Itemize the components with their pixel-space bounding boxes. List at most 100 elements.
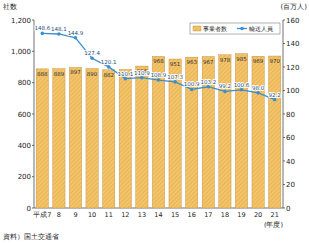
x-tick-label: 13 bbox=[138, 211, 146, 219]
bar bbox=[235, 54, 247, 208]
legend-swatch bbox=[193, 26, 201, 31]
y2-tick bbox=[283, 20, 285, 21]
bar-label: 888 bbox=[37, 71, 48, 77]
line-point bbox=[57, 32, 61, 36]
line-point bbox=[223, 90, 227, 94]
y-tick bbox=[32, 176, 34, 177]
y-tick-label: 600 bbox=[18, 111, 31, 119]
plot bbox=[36, 32, 281, 208]
line-point bbox=[240, 88, 244, 92]
source: 資料）国土交通省 bbox=[3, 233, 59, 241]
line-point bbox=[107, 65, 111, 69]
bar-label: 968 bbox=[153, 58, 164, 64]
y2-tick bbox=[283, 137, 285, 138]
y-tick bbox=[32, 20, 34, 21]
line-label: 110.9 bbox=[134, 70, 150, 76]
legend-label: 輸送人員 bbox=[249, 25, 273, 32]
line-point bbox=[157, 78, 161, 82]
bar-label: 978 bbox=[220, 57, 231, 63]
bar bbox=[252, 56, 264, 208]
y2-tick bbox=[283, 90, 285, 91]
x-tick-label: 18 bbox=[221, 211, 229, 219]
y2-tick-label: 40 bbox=[286, 158, 295, 166]
y-tick bbox=[32, 114, 34, 115]
bar-label: 890 bbox=[87, 71, 98, 77]
y2-tick-label: 160 bbox=[286, 17, 299, 25]
bar-label: 897 bbox=[70, 69, 81, 75]
y-tick-label: 0 bbox=[27, 205, 31, 213]
line-point bbox=[207, 85, 211, 89]
x-tick-label: 平成7 bbox=[33, 211, 51, 219]
y2-tick bbox=[283, 43, 285, 44]
line-label: 110.1 bbox=[117, 71, 133, 77]
line-point bbox=[273, 98, 277, 102]
y-tick-label: 1,200 bbox=[11, 17, 31, 25]
bar bbox=[269, 56, 281, 208]
bar bbox=[119, 70, 131, 208]
x-tick-label: 15 bbox=[171, 211, 179, 219]
bar bbox=[36, 69, 48, 208]
x-tick-label: 19 bbox=[237, 211, 245, 219]
bar-label: 970 bbox=[269, 58, 280, 64]
bar bbox=[136, 66, 148, 208]
line-label: 148.1 bbox=[51, 26, 67, 32]
y2-label: (百万人) bbox=[281, 3, 308, 11]
bar-label: 985 bbox=[236, 56, 247, 62]
line-point bbox=[256, 91, 260, 95]
line-point bbox=[173, 80, 177, 84]
legend: 事業者数 輸送人員 bbox=[190, 23, 280, 34]
line bbox=[42, 33, 274, 99]
line-point bbox=[41, 32, 45, 36]
x-tick-label: 17 bbox=[204, 211, 212, 219]
y-tick-label: 800 bbox=[18, 79, 31, 87]
x-tick-label: 12 bbox=[121, 211, 129, 219]
bar bbox=[186, 57, 198, 208]
y2-tick-label: 60 bbox=[286, 134, 295, 142]
legend-box bbox=[190, 23, 280, 34]
line-point bbox=[140, 76, 144, 80]
line-label: 144.9 bbox=[68, 30, 84, 36]
chart: 0 200 400 600 800 1,000 1,200 0 20 40 60 80 100 120 14… bbox=[0, 0, 309, 244]
line-label: 92.2 bbox=[269, 92, 281, 98]
y-tick bbox=[32, 51, 34, 52]
x-tick-label: 8 bbox=[57, 211, 61, 219]
x-tick-label: 20 bbox=[254, 211, 262, 219]
x-tick-label: 11 bbox=[105, 211, 113, 219]
bar-label: 967 bbox=[203, 59, 214, 65]
y2-tick-label: 0 bbox=[286, 205, 290, 213]
y2-tick bbox=[283, 114, 285, 115]
line-label: 98.0 bbox=[252, 85, 265, 91]
y2-tick-label: 120 bbox=[286, 64, 299, 72]
bar bbox=[86, 69, 98, 208]
y2-tick bbox=[283, 184, 285, 185]
line-label: 120.1 bbox=[101, 59, 117, 65]
bar-label: 882 bbox=[103, 72, 114, 78]
y-tick-label: 400 bbox=[18, 142, 31, 150]
y-tick-label: 1,000 bbox=[11, 48, 31, 56]
y2-tick-label: 100 bbox=[286, 87, 299, 95]
legend-label: 事業者数 bbox=[203, 25, 227, 32]
line-label: 100.9 bbox=[184, 81, 200, 87]
x-tick-label: 21 bbox=[271, 211, 279, 219]
x-tick-label: 14 bbox=[154, 211, 162, 219]
x-tick-label: 16 bbox=[188, 211, 196, 219]
legend-marker bbox=[240, 27, 244, 31]
line-label: 107.3 bbox=[167, 74, 183, 80]
line-label: 103.2 bbox=[200, 79, 216, 85]
bar-label: 969 bbox=[253, 58, 264, 64]
bar bbox=[103, 70, 115, 208]
y-tick bbox=[32, 145, 34, 146]
y2-tick-label: 140 bbox=[286, 40, 299, 48]
bar-label: 963 bbox=[186, 59, 197, 65]
bar-label: 951 bbox=[170, 61, 181, 67]
line-point bbox=[90, 57, 94, 61]
y-label: 社数 bbox=[3, 3, 17, 11]
line-label: 127.4 bbox=[84, 50, 100, 56]
y-tick-label: 200 bbox=[18, 173, 31, 181]
line-label: 99.2 bbox=[219, 83, 231, 89]
y2-tick-label: 80 bbox=[286, 111, 295, 119]
y2-tick-label: 20 bbox=[286, 181, 295, 189]
bar bbox=[219, 55, 231, 208]
y-tick bbox=[32, 208, 34, 209]
y-tick bbox=[32, 82, 34, 83]
